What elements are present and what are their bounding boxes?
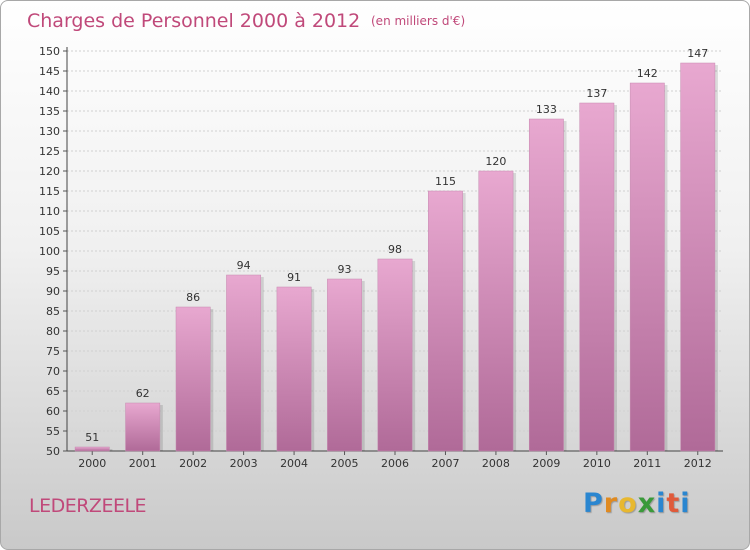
bar-value-label: 86 xyxy=(186,291,200,304)
bar-value-label: 98 xyxy=(388,243,402,256)
axes: 50 55 60 65 70 75 80 85 90 95 100 105 110 115 120 125 13… xyxy=(39,45,723,470)
x-tick-label: 2007 xyxy=(431,457,459,470)
y-tick-label: 145 xyxy=(39,65,60,78)
x-tick-label: 2005 xyxy=(331,457,359,470)
y-tick-label: 120 xyxy=(39,165,60,178)
bar-value-label: 94 xyxy=(237,259,251,272)
bar-value-label: 120 xyxy=(485,155,506,168)
bar-2010 xyxy=(579,102,615,452)
logo-letter: t xyxy=(666,488,681,519)
y-tick-label: 100 xyxy=(39,245,60,258)
x-tick-label: 2004 xyxy=(280,457,308,470)
y-tick-label: 75 xyxy=(46,345,60,358)
y-tick-label: 80 xyxy=(46,325,60,338)
bar-value-label: 51 xyxy=(85,431,99,444)
y-tick-label: 70 xyxy=(46,365,60,378)
logo-letter: i xyxy=(656,488,667,519)
y-tick-label: 60 xyxy=(46,405,60,418)
y-tick-label: 110 xyxy=(39,205,60,218)
logo-letter: P xyxy=(583,488,604,519)
bar-2001 xyxy=(125,402,161,452)
bar-2007 xyxy=(428,190,463,452)
y-tick-label: 115 xyxy=(39,185,60,198)
bar-value-label: 62 xyxy=(136,387,150,400)
proxiti-logo: Proxiti xyxy=(583,488,691,519)
x-tick-label: 2009 xyxy=(532,457,560,470)
y-tick-label: 85 xyxy=(46,305,60,318)
commune-name: LEDERZEELE xyxy=(29,495,147,517)
x-tick-label: 2002 xyxy=(179,457,207,470)
chart-subtitle: (en milliers d'€) xyxy=(371,14,465,28)
bar-2003 xyxy=(226,274,262,452)
y-tick-label: 105 xyxy=(39,225,60,238)
bar-value-label: 115 xyxy=(435,175,456,188)
y-tick-label: 90 xyxy=(46,285,60,298)
bar-2012 xyxy=(680,62,716,452)
logo-letter: r xyxy=(603,488,619,519)
x-tick-label: 2011 xyxy=(633,457,661,470)
bar-value-label: 93 xyxy=(338,263,352,276)
value-labels: 51 62 86 94 91 93 98 115 120 133 137 142 147 xyxy=(85,47,708,444)
y-tick-label: 135 xyxy=(39,105,60,118)
y-tick-label: 50 xyxy=(46,445,60,458)
bar-value-label: 91 xyxy=(287,271,301,284)
bar-2002 xyxy=(175,306,211,452)
bar-2004 xyxy=(276,286,312,452)
x-tick-label: 2000 xyxy=(78,457,106,470)
y-tick-label: 130 xyxy=(39,125,60,138)
bar-2000 xyxy=(74,446,110,452)
bar-2011 xyxy=(629,82,665,452)
chart-title: Charges de Personnel 2000 à 2012 xyxy=(27,10,360,32)
bar-value-label: 147 xyxy=(687,47,708,60)
x-tick-label: 2010 xyxy=(583,457,611,470)
logo-letter: i xyxy=(680,488,691,519)
bar-value-label: 133 xyxy=(536,103,557,116)
y-tick-label: 140 xyxy=(39,85,60,98)
bar-value-label: 142 xyxy=(637,67,658,80)
bar-2009 xyxy=(528,118,564,452)
y-tick-label: 125 xyxy=(39,145,60,158)
bars xyxy=(74,62,718,452)
y-tick-label: 55 xyxy=(46,425,60,438)
logo-letter: x xyxy=(637,488,657,519)
logo-letter: o xyxy=(618,488,638,519)
x-tick-label: 2008 xyxy=(482,457,510,470)
x-tick-label: 2012 xyxy=(684,457,712,470)
bar-2006 xyxy=(377,258,413,452)
bar-2008 xyxy=(478,170,514,452)
y-tick-label: 150 xyxy=(39,45,60,58)
y-tick-label: 95 xyxy=(46,265,60,278)
bar-2005 xyxy=(327,278,362,452)
bar-value-label: 137 xyxy=(586,87,607,100)
x-tick-label: 2003 xyxy=(230,457,258,470)
x-tick-label: 2006 xyxy=(381,457,409,470)
y-tick-label: 65 xyxy=(46,385,60,398)
x-tick-label: 2001 xyxy=(129,457,157,470)
